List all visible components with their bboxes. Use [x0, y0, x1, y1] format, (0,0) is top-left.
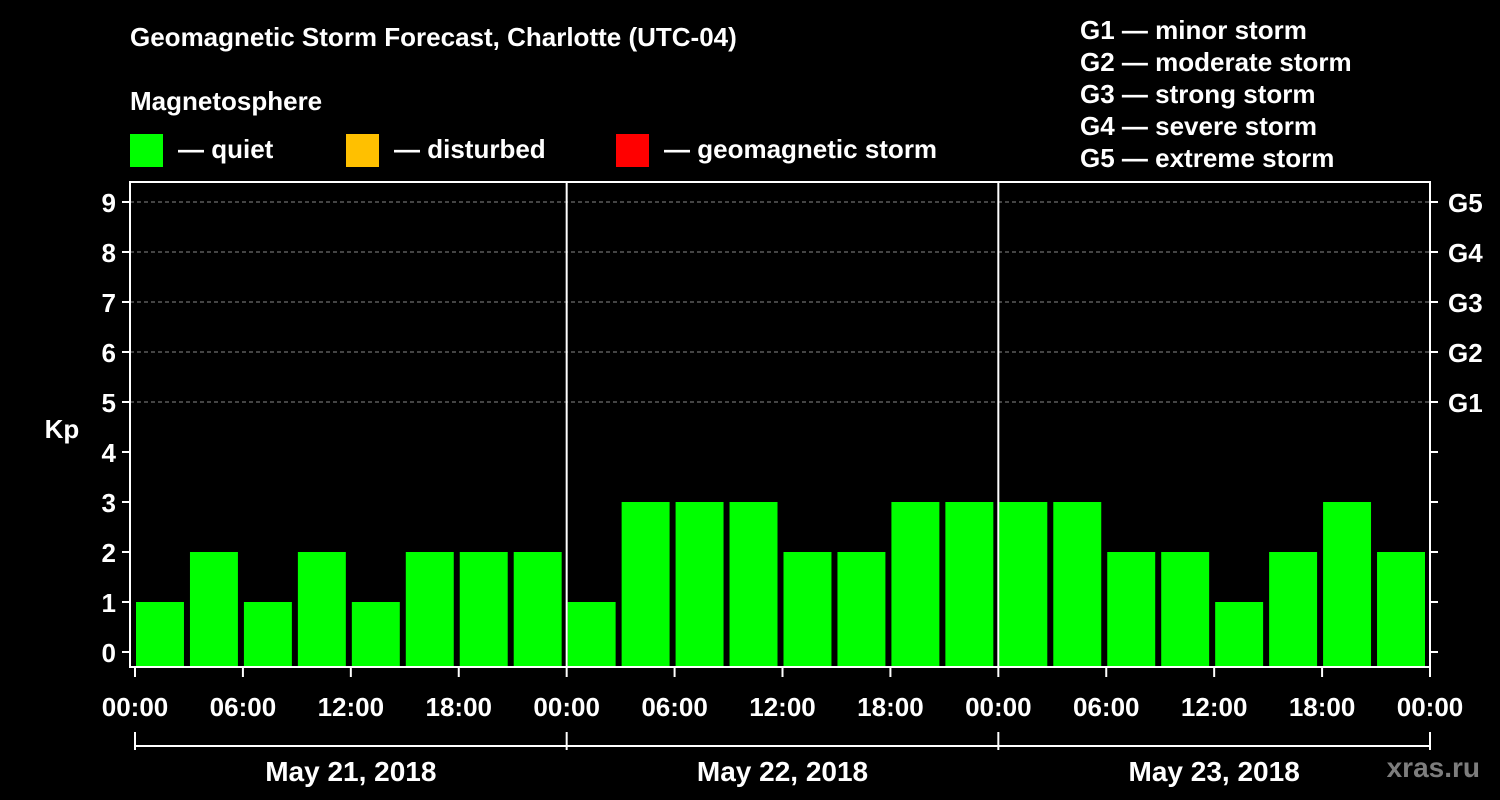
- storm-level-g4: G4 — severe storm: [1080, 111, 1318, 141]
- storm-level-g3: G3 — strong storm: [1080, 79, 1316, 109]
- storm-level-tick-label: G1: [1448, 388, 1483, 418]
- storm-level-tick-label: G2: [1448, 338, 1483, 368]
- kp-bar: [783, 552, 832, 667]
- kp-bar: [945, 502, 994, 667]
- chart-subtitle: Magnetosphere: [130, 86, 323, 116]
- kp-bar: [189, 552, 238, 667]
- kp-bar: [297, 552, 346, 667]
- storm-level-tick-label: G4: [1448, 238, 1483, 268]
- kp-bar: [729, 502, 778, 667]
- kp-bar: [1107, 552, 1156, 667]
- x-tick-label: 12:00: [318, 692, 385, 722]
- kp-bar: [351, 602, 400, 667]
- x-tick-label: 18:00: [1289, 692, 1356, 722]
- kp-bar: [1323, 502, 1372, 667]
- storm-level-legend: G1 — minor storm G2 — moderate storm G3 …: [1080, 14, 1352, 174]
- kp-bar: [675, 502, 724, 667]
- kp-bar: [1053, 502, 1102, 667]
- x-tick-label: 00:00: [533, 692, 600, 722]
- kp-bar: [621, 502, 670, 667]
- day-label: May 21, 2018: [265, 756, 436, 787]
- x-tick-label: 06:00: [641, 692, 708, 722]
- storm-level-g2: G2 — moderate storm: [1080, 47, 1352, 77]
- kp-bar: [999, 502, 1048, 667]
- day-label: May 22, 2018: [697, 756, 868, 787]
- y-axis-label: Kp: [45, 414, 80, 444]
- x-tick-label: 00:00: [965, 692, 1032, 722]
- y-tick-label: 4: [102, 438, 117, 468]
- x-tick-label: 18:00: [426, 692, 493, 722]
- kp-bar: [837, 552, 886, 667]
- x-tick-label: 12:00: [1181, 692, 1248, 722]
- y-tick-label: 6: [102, 338, 116, 368]
- y-tick-label: 2: [102, 538, 116, 568]
- x-tick-label: 12:00: [749, 692, 816, 722]
- x-tick-label: 00:00: [102, 692, 169, 722]
- y-tick-label: 9: [102, 188, 116, 218]
- day-label: May 23, 2018: [1129, 756, 1300, 787]
- storm-level-g1: G1 — minor storm: [1080, 15, 1307, 45]
- storm-level-g5: G5 — extreme storm: [1080, 143, 1335, 173]
- kp-bar: [1215, 602, 1264, 667]
- legend-label-disturbed: — disturbed: [394, 134, 546, 164]
- kp-bar: [459, 552, 508, 667]
- legend-label-quiet: — quiet: [178, 134, 274, 164]
- legend-swatch-storm: [616, 134, 649, 167]
- y-tick-label: 8: [102, 238, 116, 268]
- kp-bar: [136, 602, 184, 667]
- storm-level-tick-label: G3: [1448, 288, 1483, 318]
- y-tick-label: 0: [102, 638, 116, 668]
- watermark: xras.ru: [1386, 752, 1480, 783]
- plot-frame: [129, 181, 1431, 668]
- chart-title: Geomagnetic Storm Forecast, Charlotte (U…: [130, 22, 737, 52]
- kp-bar: [891, 502, 940, 667]
- kp-bar: [1161, 552, 1210, 667]
- storm-level-tick-label: G5: [1448, 188, 1483, 218]
- legend-swatch-quiet: [130, 134, 163, 167]
- x-tick-label: 06:00: [210, 692, 277, 722]
- kp-bar: [243, 602, 292, 667]
- kp-bar: [567, 602, 616, 667]
- x-tick-label: 18:00: [857, 692, 924, 722]
- y-tick-label: 7: [102, 288, 116, 318]
- x-tick-label: 06:00: [1073, 692, 1140, 722]
- legend-label-storm: — geomagnetic storm: [664, 134, 938, 164]
- y-tick-label: 5: [102, 388, 116, 418]
- legend-swatch-disturbed: [346, 134, 379, 167]
- kp-bar: [1269, 552, 1318, 667]
- y-tick-label: 3: [102, 488, 116, 518]
- kp-bar: [405, 552, 454, 667]
- kp-bar: [513, 552, 562, 667]
- kp-bar: [1377, 552, 1425, 667]
- x-tick-label: 00:00: [1397, 692, 1464, 722]
- y-tick-label: 1: [102, 588, 116, 618]
